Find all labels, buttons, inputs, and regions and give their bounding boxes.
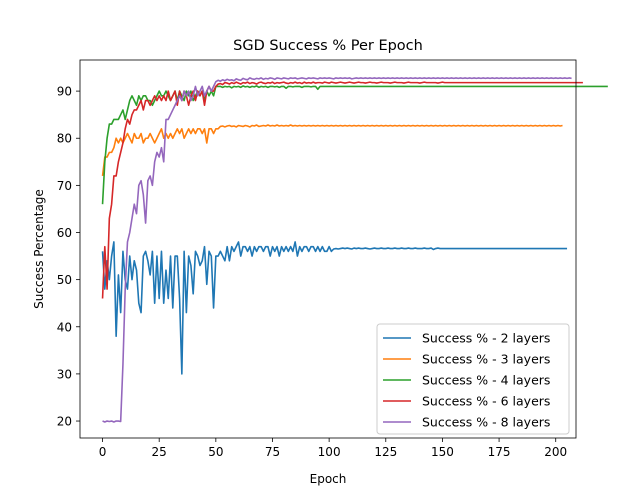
legend-entry-2: Success % - 3 layers: [422, 352, 550, 367]
x-tick-label: 75: [265, 445, 280, 459]
x-tick-label: 175: [488, 445, 511, 459]
y-tick-label: 90: [57, 85, 72, 99]
x-tick-label: 100: [318, 445, 341, 459]
series-line-1: [101, 241, 568, 375]
y-tick-label: 30: [57, 367, 72, 381]
legend-box: [376, 323, 570, 435]
legend-entry-5: Success % - 8 layers: [422, 415, 550, 430]
x-axis: 0 25 50 75 100 125 150 175 200: [99, 438, 567, 459]
legend-entry-1: Success % - 2 layers: [422, 331, 550, 346]
y-tick-label: 40: [57, 320, 72, 334]
x-tick-label: 200: [544, 445, 567, 459]
plot-area: [101, 77, 608, 423]
axes-frame: [79, 59, 577, 439]
x-tick-label: 150: [431, 445, 454, 459]
series-line-2: [101, 124, 563, 177]
y-tick-label: 20: [57, 415, 72, 429]
series-line-5: [102, 77, 572, 423]
series-line-3: [101, 85, 608, 205]
y-tick-label: 80: [57, 132, 72, 146]
legend-entry-3: Success % - 4 layers: [422, 373, 550, 388]
y-axis: 20 30 40 50 60 70 80 90: [57, 85, 80, 429]
y-axis-label: Success Percentage: [32, 189, 46, 309]
legend: Success % - 2 layers Success % - 3 layers…: [376, 323, 570, 435]
x-axis-label: Epoch: [310, 472, 347, 486]
legend-entry-4: Success % - 6 layers: [422, 394, 550, 409]
y-tick-label: 70: [57, 179, 72, 193]
chart-title: SGD Success % Per Epoch: [233, 38, 423, 54]
y-tick-label: 50: [57, 273, 72, 287]
x-tick-label: 50: [208, 445, 223, 459]
x-tick-label: 0: [99, 445, 107, 459]
x-tick-label: 25: [152, 445, 167, 459]
y-tick-label: 60: [57, 226, 72, 240]
x-tick-label: 125: [374, 445, 397, 459]
